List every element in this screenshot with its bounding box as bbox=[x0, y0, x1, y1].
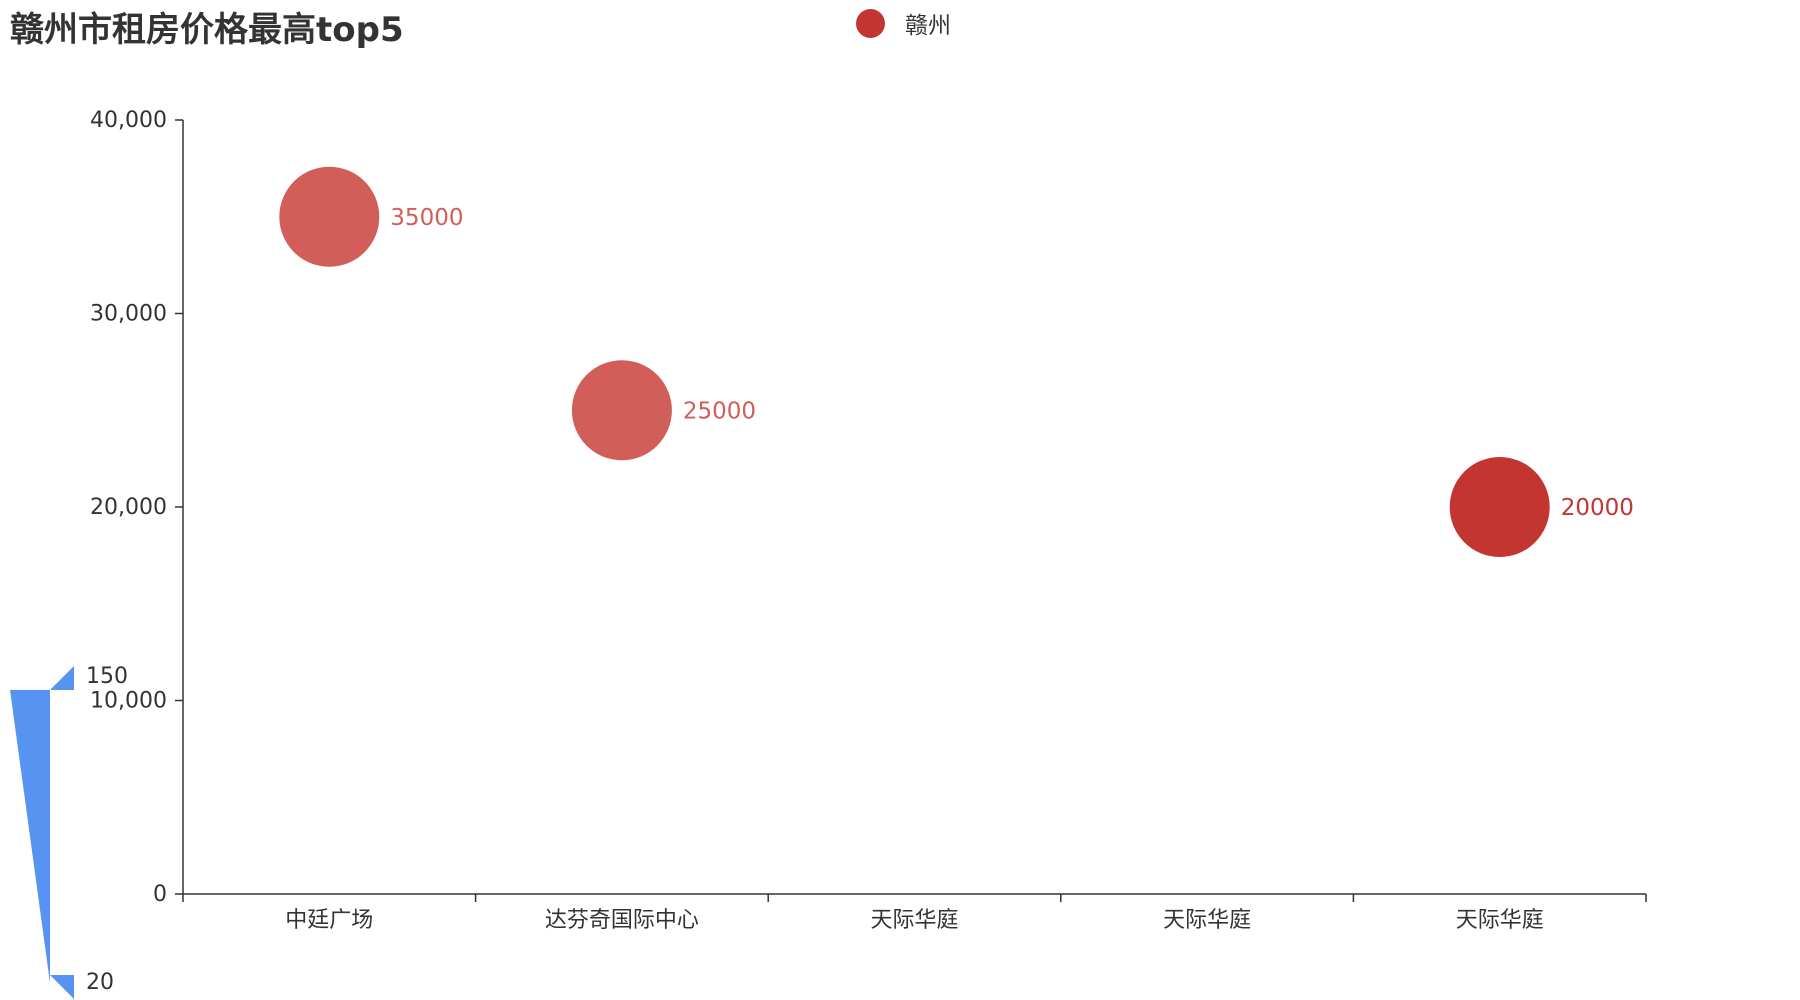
x-tick-label: 天际华庭 bbox=[870, 908, 958, 933]
y-tick-label: 40,000 bbox=[90, 108, 167, 133]
legend-marker bbox=[856, 8, 885, 38]
chart-marks: 35000 25000 20000 bbox=[279, 166, 1634, 557]
visual-map-handle-bottom bbox=[50, 975, 74, 999]
y-tick-label: 0 bbox=[153, 882, 167, 907]
data-point bbox=[279, 166, 380, 267]
visual-map-max-label: 150 bbox=[86, 664, 128, 689]
visual-map-bar bbox=[10, 690, 50, 983]
x-tick-label: 天际华庭 bbox=[1456, 908, 1544, 933]
visual-map-handle-top bbox=[50, 666, 74, 690]
data-point bbox=[571, 360, 672, 461]
x-tick-label: 中廷广场 bbox=[285, 908, 373, 933]
data-label: 20000 bbox=[1561, 495, 1634, 521]
x-tick-label: 天际华庭 bbox=[1163, 908, 1251, 933]
visual-map-min-label: 20 bbox=[86, 970, 114, 995]
axes: 0 10,000 20,000 30,000 40,000 中廷广场 达芬奇国际中心 天际华庭… bbox=[90, 108, 1647, 933]
chart-title: 赣州市租房价格最高top5 bbox=[10, 10, 404, 50]
legend-label: 赣州 bbox=[905, 13, 951, 39]
legend-item-ganzhou[interactable]: 赣州 bbox=[856, 6, 951, 40]
data-label: 35000 bbox=[390, 205, 463, 231]
y-tick-label: 20,000 bbox=[90, 495, 167, 520]
visual-map-control[interactable]: 150 20 bbox=[10, 664, 128, 999]
data-point bbox=[1449, 457, 1550, 557]
x-tick-label: 达芬奇国际中心 bbox=[545, 908, 699, 933]
y-tick-label: 10,000 bbox=[90, 689, 167, 714]
data-label: 25000 bbox=[683, 398, 756, 424]
y-tick-label: 30,000 bbox=[90, 302, 167, 327]
